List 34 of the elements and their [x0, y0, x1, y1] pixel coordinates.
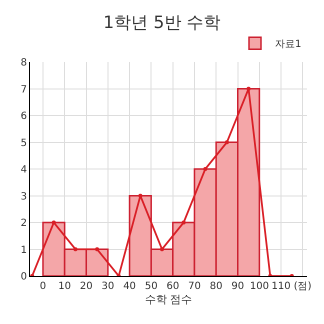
point [182, 220, 186, 224]
point [52, 220, 56, 224]
y-tick-label: 4 [20, 164, 27, 176]
y-tick-label: 5 [20, 138, 27, 149]
y-tick-label: 1 [20, 244, 27, 256]
x-tick-label: 80 [210, 281, 222, 292]
point [95, 247, 100, 252]
x-tick-label: 0 [40, 281, 46, 292]
x-tick-label: 20 [80, 281, 93, 292]
y-tick-label: 8 [20, 58, 27, 68]
y-tick-label: 7 [20, 84, 27, 96]
y-tick-label: 3 [20, 191, 27, 202]
point [246, 86, 251, 91]
x-tick-label: (점) [294, 281, 312, 292]
x-tick-label: 100 [250, 281, 269, 292]
x-tick-label: 110 [271, 281, 291, 292]
x-tick-label: 70 [188, 281, 201, 292]
y-tick-label: 6 [20, 111, 27, 122]
x-tick-label: 40 [123, 281, 136, 292]
point [160, 247, 164, 252]
x-tick-label: 30 [102, 281, 114, 292]
point [224, 140, 229, 144]
x-tick-label: 60 [166, 281, 180, 292]
y-tick-label: 0 [20, 272, 27, 282]
x-axis-title: 수학 점수 [144, 293, 192, 306]
y-tick-label: 2 [20, 218, 27, 229]
x-tick-label: 10 [58, 281, 71, 292]
chart-title: 1학년 5반 수학 [103, 13, 221, 34]
point [138, 194, 142, 198]
point [203, 167, 208, 171]
legend-label: 자료1 [275, 39, 302, 50]
point [73, 247, 78, 252]
x-tick-label: 90 [231, 281, 244, 292]
x-tick-label: 50 [144, 281, 158, 292]
